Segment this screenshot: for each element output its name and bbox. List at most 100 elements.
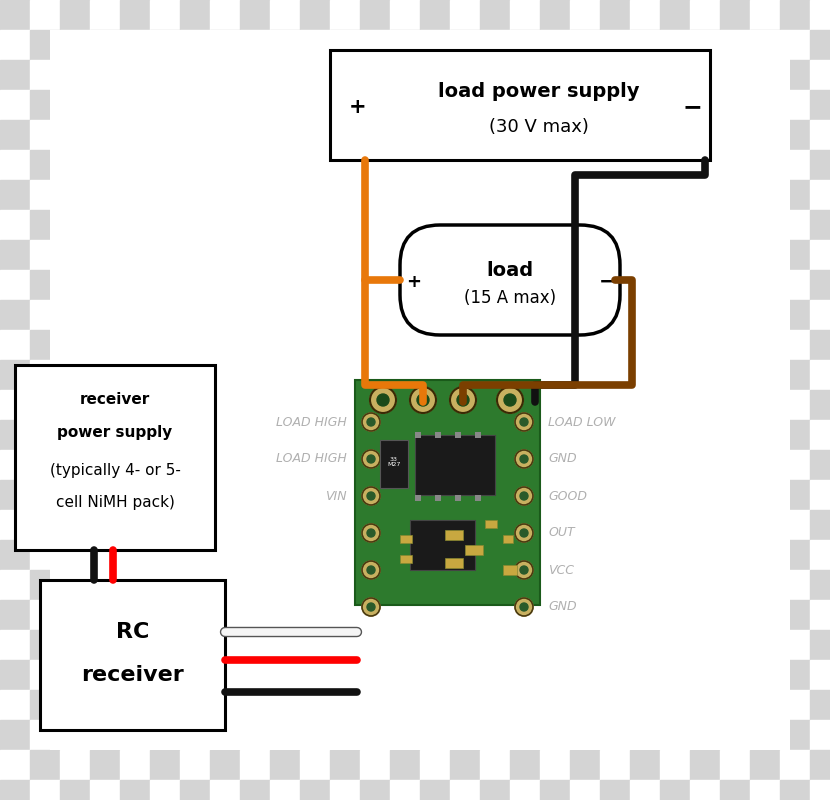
Bar — [570, 270, 600, 300]
Bar — [810, 210, 830, 240]
Bar — [210, 330, 240, 360]
Bar — [630, 120, 660, 150]
Bar — [390, 210, 420, 240]
Bar — [330, 450, 360, 480]
Bar — [480, 180, 510, 210]
Bar — [300, 480, 330, 510]
Bar — [210, 600, 240, 630]
Bar — [475, 432, 481, 438]
Bar — [750, 0, 780, 30]
Bar — [420, 660, 450, 690]
Bar — [60, 720, 90, 750]
Bar — [420, 750, 450, 780]
Bar — [750, 570, 780, 600]
Bar — [720, 210, 750, 240]
Bar — [300, 30, 330, 60]
Bar — [690, 660, 720, 690]
Bar — [120, 60, 150, 90]
Bar — [300, 240, 330, 270]
Bar — [30, 60, 60, 90]
Bar — [330, 480, 360, 510]
Bar — [240, 240, 270, 270]
Bar — [690, 210, 720, 240]
Bar — [120, 450, 150, 480]
Bar — [90, 780, 120, 800]
Bar — [150, 150, 180, 180]
Bar — [630, 0, 660, 30]
Bar — [660, 0, 690, 30]
Bar — [240, 630, 270, 660]
Bar — [150, 0, 180, 30]
Bar — [750, 720, 780, 750]
Bar — [300, 450, 330, 480]
Bar — [600, 630, 630, 660]
Bar — [570, 180, 600, 210]
Bar — [60, 360, 90, 390]
Bar — [150, 570, 180, 600]
Bar — [480, 270, 510, 300]
Bar — [90, 30, 120, 60]
Bar — [810, 510, 830, 540]
Bar — [90, 270, 120, 300]
Bar — [330, 0, 360, 30]
Bar — [480, 240, 510, 270]
Bar — [420, 90, 450, 120]
Bar — [720, 300, 750, 330]
Bar — [600, 90, 630, 120]
Bar — [630, 210, 660, 240]
Bar — [420, 330, 450, 360]
Circle shape — [504, 394, 516, 406]
Bar — [60, 150, 90, 180]
Bar — [60, 420, 90, 450]
Bar — [0, 360, 30, 390]
Bar — [420, 690, 450, 720]
Bar — [450, 210, 480, 240]
Circle shape — [450, 387, 476, 413]
Bar — [150, 540, 180, 570]
Bar — [180, 360, 210, 390]
Bar — [750, 150, 780, 180]
Bar — [180, 330, 210, 360]
Bar — [30, 420, 60, 450]
Bar — [390, 390, 420, 420]
Circle shape — [520, 566, 528, 574]
Bar — [210, 240, 240, 270]
Bar — [180, 90, 210, 120]
Bar — [570, 240, 600, 270]
Bar — [30, 240, 60, 270]
Bar — [510, 480, 540, 510]
Bar — [120, 150, 150, 180]
Text: +: + — [407, 273, 422, 291]
Bar — [300, 180, 330, 210]
Bar — [480, 60, 510, 90]
Bar — [600, 660, 630, 690]
Bar — [60, 690, 90, 720]
Bar — [690, 570, 720, 600]
Bar — [810, 240, 830, 270]
Bar — [420, 30, 450, 60]
Bar — [240, 750, 270, 780]
Bar — [390, 60, 420, 90]
Bar — [720, 570, 750, 600]
Bar — [300, 540, 330, 570]
Bar — [120, 300, 150, 330]
Bar — [300, 90, 330, 120]
Bar — [240, 660, 270, 690]
Bar — [540, 240, 570, 270]
Bar — [630, 300, 660, 330]
Bar — [600, 120, 630, 150]
Bar — [540, 750, 570, 780]
Bar — [720, 390, 750, 420]
Bar — [30, 150, 60, 180]
Bar — [540, 420, 570, 450]
Bar — [570, 660, 600, 690]
Bar — [810, 450, 830, 480]
Bar — [90, 480, 120, 510]
Bar — [420, 0, 450, 30]
Bar — [720, 270, 750, 300]
Bar — [240, 90, 270, 120]
Bar — [420, 570, 450, 600]
Bar — [435, 495, 441, 501]
Bar — [450, 60, 480, 90]
Bar — [300, 120, 330, 150]
